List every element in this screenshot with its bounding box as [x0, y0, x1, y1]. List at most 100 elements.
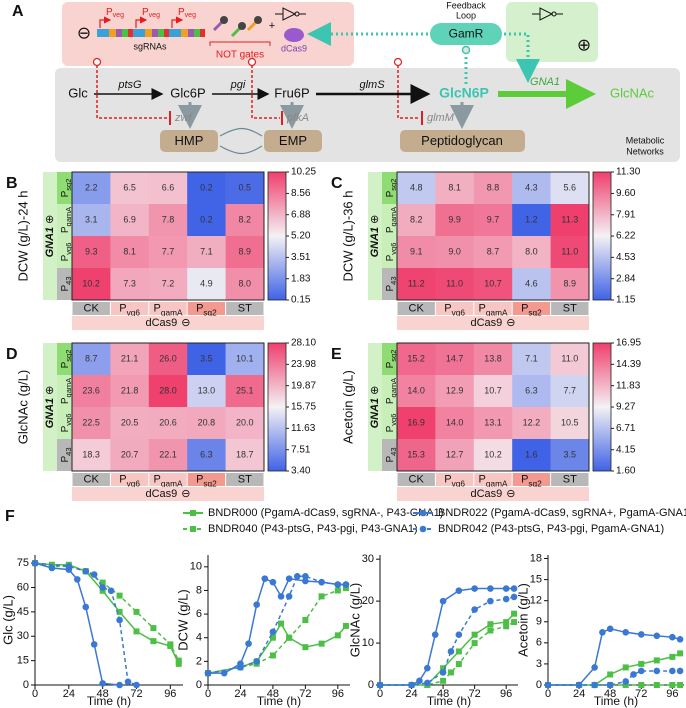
column-label-main: P	[119, 302, 126, 314]
heatmap-cell	[512, 407, 551, 440]
row-group-name: GNA1	[369, 398, 381, 429]
data-point	[99, 584, 106, 591]
heatmap-cell	[397, 236, 436, 269]
y-tick-label: 20	[362, 595, 374, 607]
x-tick-label: 72	[469, 688, 481, 700]
metabolite: Glc6P	[170, 85, 205, 100]
row-label-box	[382, 204, 397, 236]
y-tick-label: 60	[17, 581, 29, 593]
data-point	[487, 621, 494, 628]
data-point	[544, 681, 552, 689]
data-point	[204, 669, 212, 677]
column-label-main: P	[154, 302, 161, 314]
cell-value: 13.1	[484, 417, 502, 427]
row-label-sub: gamA	[389, 207, 398, 227]
x-tick-label: 0	[377, 688, 383, 700]
row-label-sub: vg6	[64, 414, 73, 426]
heatmap-cell	[550, 268, 590, 301]
column-group-label: dCas9 ⊖	[145, 317, 190, 329]
y-tick-label: 75	[17, 557, 29, 569]
y-axis-title: GlcNAc (g/L)	[15, 370, 30, 444]
y-axis-title: GlcNAc (g/L)	[347, 583, 362, 657]
heatmap-cell	[110, 172, 150, 205]
dcas9-icon	[284, 28, 304, 42]
data-point	[510, 585, 518, 592]
data-point	[342, 581, 350, 588]
cell-value: 28.0	[159, 385, 177, 395]
data-point	[245, 640, 252, 647]
heatmap-cell	[397, 172, 436, 205]
heatmap-cell	[512, 343, 551, 376]
y-tick-label: 15	[530, 574, 542, 586]
heatmap-cell	[550, 375, 590, 408]
y-tick-label: 15	[17, 655, 29, 667]
row-label-box	[382, 172, 397, 204]
column-label-main: P	[196, 473, 203, 485]
data-point	[677, 650, 684, 657]
series-line	[380, 596, 515, 686]
y-axis-title: Glc (g/L)	[0, 595, 15, 645]
repression-line	[397, 65, 420, 119]
x-tick-label: 96	[500, 688, 512, 700]
feedback-label: Feedback	[446, 0, 486, 10]
sensor-node	[461, 45, 471, 55]
heatmap-cell	[72, 343, 111, 376]
column-label: ST	[563, 302, 577, 314]
cell-value: 14.0	[446, 417, 464, 427]
not-gate-icons	[209, 7, 306, 46]
column-label-box	[551, 302, 589, 315]
x-tick-label: 24	[234, 688, 246, 700]
row-label: PgamA	[385, 207, 399, 233]
data-point	[669, 667, 676, 675]
cell-value: 4.3	[525, 182, 538, 192]
heatmap-cell	[225, 375, 265, 408]
data-point	[502, 595, 510, 603]
data-point	[440, 665, 447, 672]
data-point	[90, 571, 98, 578]
panel-label: F	[5, 508, 15, 525]
cell-value: 15.2	[407, 353, 425, 363]
data-point	[591, 664, 598, 671]
heatmap-cell	[435, 268, 475, 301]
x-tick-label: 96	[332, 688, 344, 700]
heatmap-cell	[187, 375, 226, 408]
heatmap-cell	[148, 204, 188, 237]
not-gate-symbol	[275, 7, 306, 21]
data-point	[285, 593, 293, 600]
row-group-name: GNA1	[44, 227, 56, 258]
cell-value: 7.1	[525, 353, 538, 363]
cell-value: 11.2	[408, 278, 425, 288]
row-label-sub: vg6	[389, 243, 398, 255]
row-group-sign: ⊕	[44, 215, 56, 224]
column-label: PgamA	[479, 473, 508, 488]
data-point	[277, 593, 285, 600]
repression-lines	[96, 65, 420, 119]
row-label-main: P	[60, 285, 71, 292]
heatmap-cell	[72, 375, 111, 408]
heatmap-cell	[473, 407, 513, 440]
row-group-strip	[368, 343, 382, 471]
column-label-box	[397, 473, 435, 486]
y-tick-label: 0	[536, 679, 542, 691]
data-point	[575, 681, 583, 689]
colorbar-tick-label: 9.27	[616, 402, 636, 413]
row-label-main: P	[385, 285, 396, 292]
legend-marker	[419, 525, 427, 533]
heatmap-cell	[512, 172, 551, 205]
repression-origin	[393, 57, 403, 67]
promoter-main: P	[142, 7, 149, 18]
row-label-sub: gamA	[64, 207, 73, 227]
colorbar-tick-label: 2.84	[616, 273, 636, 284]
data-point	[285, 575, 293, 582]
column-label: Pvg6	[119, 302, 140, 317]
data-point	[237, 663, 244, 671]
cell-value: 16.9	[407, 417, 425, 427]
cell-value: 8.8	[487, 182, 500, 192]
column-label-box	[474, 473, 512, 486]
metabolite: Fru6P	[274, 85, 309, 100]
data-point	[116, 592, 123, 599]
heatmap-cell	[397, 343, 436, 376]
row-label-box	[57, 407, 72, 439]
column-label-box	[72, 473, 110, 486]
